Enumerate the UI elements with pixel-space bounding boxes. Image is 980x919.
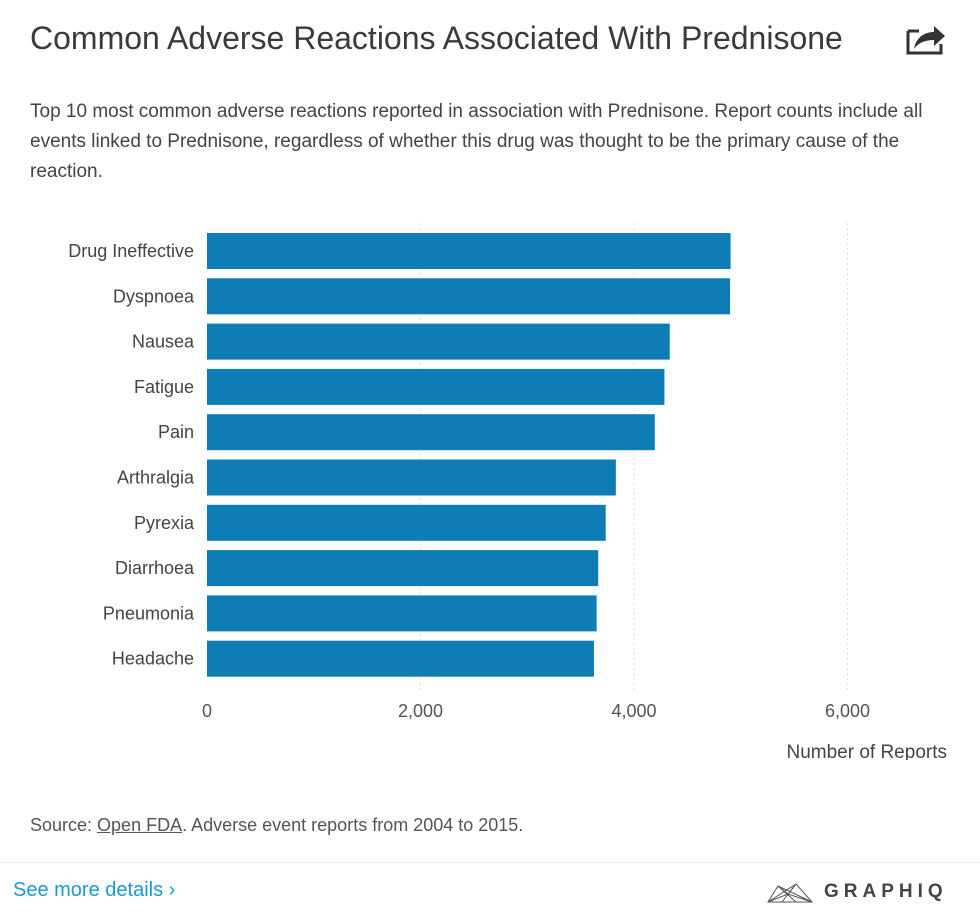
graphiq-logo-icon [767,883,814,903]
x-tick-label: 2,000 [398,701,443,721]
bar [207,278,731,315]
footer-divider [0,862,980,863]
graphiq-brand: GRAPHIQ [824,881,948,902]
y-category-label: Diarrhoea [115,558,195,578]
y-category-label: Headache [112,649,194,669]
y-category-label: Pyrexia [134,513,195,533]
y-category-label: Pneumonia [103,603,195,623]
bar [207,414,655,451]
bar [207,368,665,405]
chart-subtitle: Top 10 most common adverse reactions rep… [30,101,923,182]
bar-chart: 0 2,000 4,000 6,000 Drug Ineffective Dyspnoea… [68,223,947,760]
y-category-label: Fatigue [134,377,194,397]
source-suffix: . Adverse event reports from 2004 to 201… [182,815,524,835]
share-icon[interactable] [905,22,947,56]
y-category-label: Nausea [132,332,195,352]
bar [207,640,594,677]
source-note: Source: Open FDA. Adverse event reports … [30,815,523,836]
bar [207,459,616,496]
y-category-label: Arthralgia [117,468,195,488]
bar [207,595,597,632]
x-tick-label: 0 [202,701,212,721]
x-axis-label: Number of Reports [786,742,947,760]
graphiq-logo[interactable]: GRAPHIQ [766,880,948,904]
x-tick-label: 6,000 [825,701,870,721]
y-category-label: Drug Ineffective [68,241,194,261]
source-prefix: Source: [30,815,98,835]
x-tick-label: 4,000 [611,701,656,721]
open-fda-link[interactable]: Open FDA [97,815,183,835]
y-category-label: Pain [158,422,194,442]
see-more-details-link[interactable]: See more details › [13,879,176,901]
bar [207,233,731,269]
y-category-label: Dyspnoea [113,286,195,306]
bar [207,550,599,587]
bar [207,504,606,541]
bar [207,323,670,360]
chart-title: Common Adverse Reactions Associated With… [30,20,843,56]
